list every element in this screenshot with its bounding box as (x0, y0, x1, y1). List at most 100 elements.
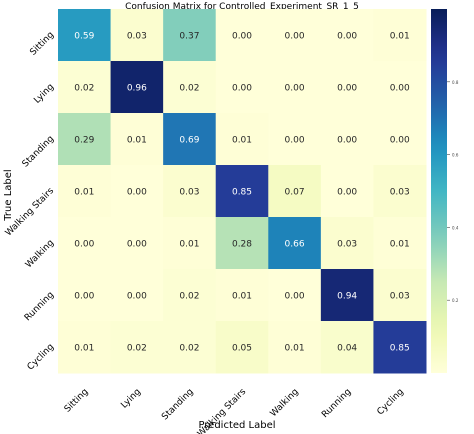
cell-value-label: 0.01 (285, 344, 305, 354)
heatmap-cell (320, 321, 374, 374)
heatmap-cell (58, 165, 112, 218)
colorbar-tick-label: 0.6 (452, 153, 459, 158)
heatmap-cells: 0.59 0.03 0.37 0.00 0.00 0.00 0.01 0.02 0.96 0.02… (58, 9, 427, 374)
cell-value-label: 0.00 (127, 240, 147, 250)
cell-value-label: 0.01 (390, 240, 410, 250)
heatmap-cell (163, 61, 217, 114)
y-tick-label: Running (23, 290, 56, 323)
cell-value-label: 0.02 (127, 344, 147, 354)
heatmap-cell (163, 321, 217, 374)
cell-value-label: 0.02 (179, 84, 199, 94)
heatmap-cell (58, 113, 112, 166)
y-tick-label: Cycling (26, 342, 56, 372)
y-tick-label: Lying (32, 82, 56, 106)
heatmap-cell (268, 9, 322, 62)
cell-value-label: 0.00 (285, 136, 305, 146)
heatmap-cell (58, 9, 112, 62)
heatmap-cell (268, 321, 322, 374)
cell-value-label: 0.02 (179, 344, 199, 354)
heatmap-cell (268, 165, 322, 218)
cell-value-label: 0.00 (127, 292, 147, 302)
heatmap-cell (373, 269, 427, 322)
cell-value-label: 0.00 (232, 32, 252, 42)
chart-title: Confusion Matrix for Controlled_Experime… (125, 2, 359, 12)
y-axis-label: True Label (3, 169, 14, 221)
cell-value-label: 0.94 (337, 292, 357, 302)
heatmap-cell (163, 165, 217, 218)
x-tick-label: Cycling (376, 387, 406, 417)
x-axis-label: Predicted Label (198, 420, 275, 431)
y-tick-label: Standing (21, 134, 56, 169)
heatmap-cell (110, 217, 164, 270)
colorbar: 0.2 0.4 0.6 0.8 (431, 9, 459, 373)
heatmap-cell (110, 61, 164, 114)
cell-value-label: 0.02 (179, 292, 199, 302)
cell-value-label: 0.03 (337, 240, 357, 250)
heatmap-cell (215, 61, 269, 114)
x-tick-label: Walking (269, 387, 301, 419)
cell-value-label: 0.00 (74, 240, 94, 250)
heatmap-cell (58, 61, 112, 114)
cell-value-label: 0.00 (390, 136, 410, 146)
heatmap-cell (320, 165, 374, 218)
cell-value-label: 0.00 (390, 84, 410, 94)
cell-value-label: 0.00 (285, 32, 305, 42)
cell-value-label: 0.66 (285, 240, 305, 250)
x-tick-label: Running (320, 387, 353, 420)
cell-value-label: 0.37 (179, 32, 199, 42)
heatmap-cell (58, 321, 112, 374)
heatmap-cell (163, 9, 217, 62)
heatmap-cell (110, 321, 164, 374)
heatmap-cell (320, 113, 374, 166)
colorbar-tick-label: 0.2 (452, 298, 459, 303)
heatmap-cell (373, 217, 427, 270)
heatmap-cell (268, 61, 322, 114)
heatmap-cell (110, 9, 164, 62)
heatmap-cell (320, 9, 374, 62)
heatmap-cell (163, 269, 217, 322)
heatmap-cell (110, 269, 164, 322)
cell-value-label: 0.00 (337, 188, 357, 198)
heatmap-cell (215, 217, 269, 270)
cell-value-label: 0.85 (390, 344, 410, 354)
x-tick-label: Lying (119, 387, 143, 411)
heatmap-cell (320, 269, 374, 322)
cell-value-label: 0.85 (232, 188, 252, 198)
cell-value-label: 0.28 (232, 240, 252, 250)
colorbar-tick-label: 0.8 (452, 80, 459, 85)
cell-value-label: 0.69 (179, 136, 199, 146)
cell-value-label: 0.29 (74, 136, 94, 146)
cell-value-label: 0.00 (74, 292, 94, 302)
heatmap-cell (268, 113, 322, 166)
y-tick-label: Sitting (28, 30, 56, 58)
cell-value-label: 0.03 (179, 188, 199, 198)
heatmap-cell (215, 165, 269, 218)
heatmap-cell (268, 217, 322, 270)
cell-value-label: 0.59 (74, 32, 94, 42)
x-tick-label: Standing (160, 387, 195, 422)
y-tick-label: Walking (24, 238, 56, 270)
heatmap-cell (215, 321, 269, 374)
cell-value-label: 0.01 (232, 136, 252, 146)
cell-value-label: 0.00 (337, 32, 357, 42)
heatmap-cell (320, 61, 374, 114)
cell-value-label: 0.01 (232, 292, 252, 302)
heatmap-cell (373, 113, 427, 166)
heatmap-cell (268, 269, 322, 322)
cell-value-label: 0.01 (390, 32, 410, 42)
cell-value-label: 0.05 (232, 344, 252, 354)
heatmap-cell (58, 217, 112, 270)
cell-value-label: 0.03 (390, 188, 410, 198)
heatmap-cell (215, 113, 269, 166)
cell-value-label: 0.07 (285, 188, 305, 198)
cell-value-label: 0.00 (337, 84, 357, 94)
cell-value-label: 0.01 (127, 136, 147, 146)
cell-value-label: 0.00 (127, 188, 147, 198)
cell-value-label: 0.00 (285, 84, 305, 94)
cell-value-label: 0.00 (232, 84, 252, 94)
heatmap-cell (320, 217, 374, 270)
heatmap-cell (373, 9, 427, 62)
heatmap-cell (373, 61, 427, 114)
colorbar-tick-label: 0.4 (452, 225, 459, 230)
